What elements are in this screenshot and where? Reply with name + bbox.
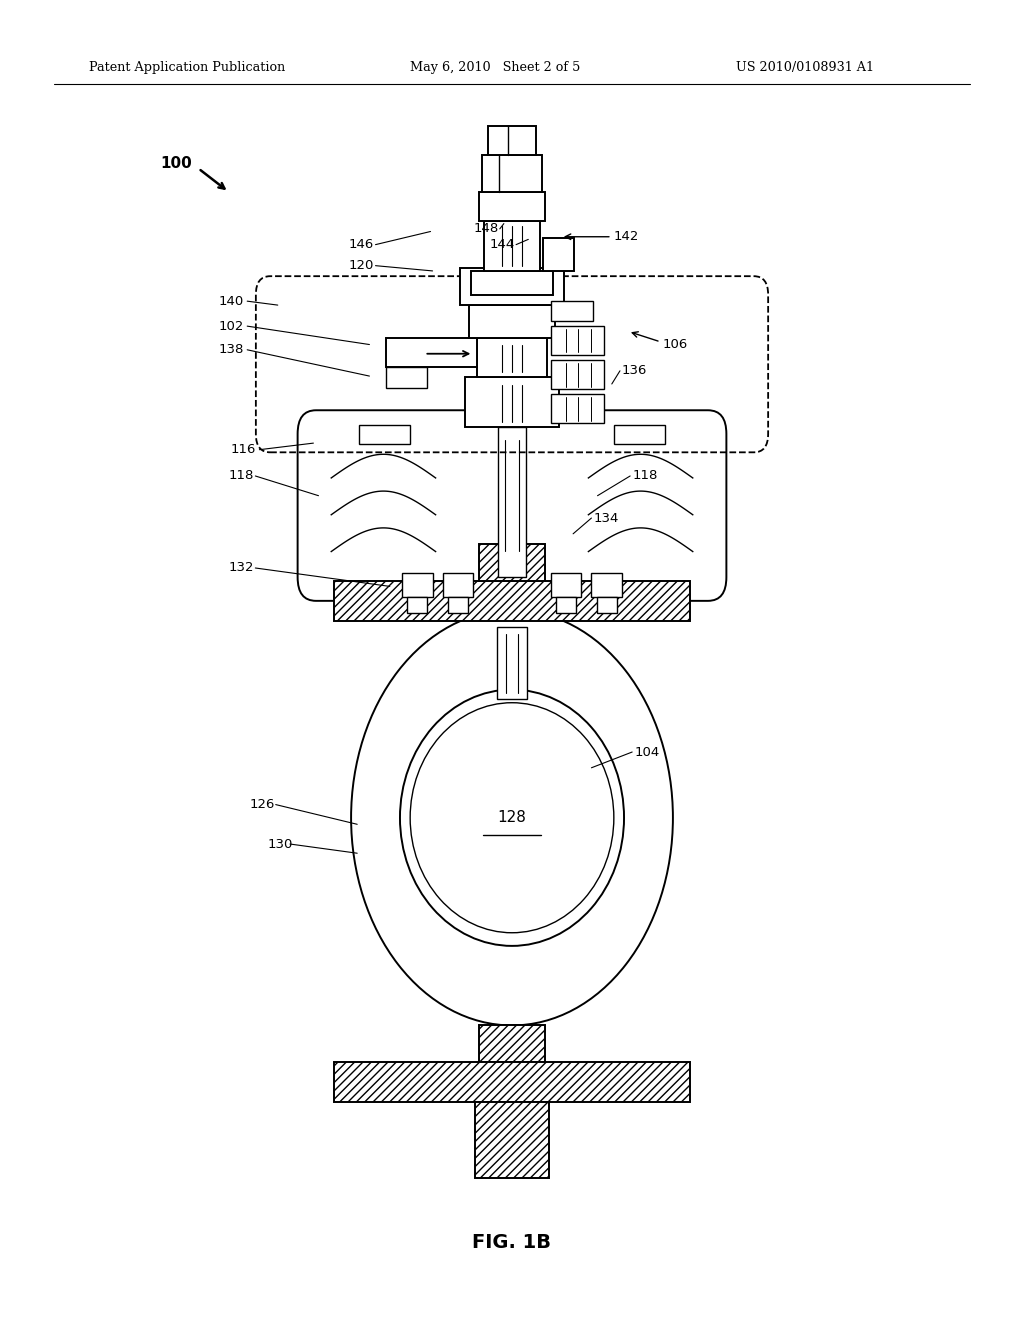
Text: 132: 132	[229, 561, 254, 574]
Text: 148: 148	[473, 222, 499, 235]
Text: Patent Application Publication: Patent Application Publication	[89, 61, 286, 74]
Text: 130: 130	[267, 837, 293, 850]
Bar	[477, 338, 547, 378]
Bar	[497, 627, 527, 700]
Bar	[487, 127, 537, 156]
Text: 138: 138	[219, 343, 244, 356]
Text: May 6, 2010   Sheet 2 of 5: May 6, 2010 Sheet 2 of 5	[411, 61, 581, 74]
Bar	[543, 238, 573, 271]
Bar	[442, 573, 473, 597]
Text: 106: 106	[663, 338, 688, 351]
Bar	[551, 301, 593, 321]
Bar	[597, 597, 616, 612]
Bar	[498, 428, 526, 577]
Text: 146: 146	[349, 238, 375, 251]
Bar	[551, 395, 604, 424]
Ellipse shape	[411, 702, 613, 933]
Bar	[334, 581, 690, 620]
Bar	[479, 1026, 545, 1063]
Bar	[465, 378, 559, 428]
Text: US 2010/0108931 A1: US 2010/0108931 A1	[736, 61, 874, 74]
Text: 116: 116	[230, 444, 256, 457]
Bar	[479, 544, 545, 581]
Bar	[482, 156, 542, 191]
Text: 126: 126	[249, 799, 274, 810]
Text: 100: 100	[161, 156, 193, 170]
Text: 102: 102	[219, 319, 244, 333]
Ellipse shape	[400, 689, 624, 946]
Bar	[479, 191, 545, 220]
Bar	[334, 1063, 690, 1102]
Text: 120: 120	[349, 259, 375, 272]
Bar	[402, 573, 432, 597]
Bar	[359, 425, 411, 445]
Bar	[475, 1102, 549, 1177]
Text: FIG. 1B: FIG. 1B	[472, 1233, 552, 1251]
Bar	[556, 597, 577, 612]
Bar	[551, 573, 582, 597]
Text: 144: 144	[489, 238, 515, 251]
Text: 118: 118	[229, 470, 254, 483]
Bar	[469, 305, 555, 338]
Text: 128: 128	[498, 810, 526, 825]
Bar	[386, 338, 477, 367]
Text: 118: 118	[632, 470, 657, 483]
Bar	[471, 271, 553, 294]
Bar	[551, 360, 604, 389]
Text: 142: 142	[613, 230, 639, 243]
Circle shape	[351, 610, 673, 1026]
FancyBboxPatch shape	[298, 411, 726, 601]
Bar	[386, 367, 427, 388]
Text: 140: 140	[219, 294, 244, 308]
Text: 104: 104	[634, 746, 659, 759]
Bar	[460, 268, 564, 305]
Bar	[592, 573, 622, 597]
Bar	[551, 326, 604, 355]
Bar	[447, 597, 468, 612]
Bar	[408, 597, 427, 612]
Text: 134: 134	[594, 512, 618, 524]
Bar	[484, 220, 540, 271]
Bar	[613, 425, 665, 445]
Text: 136: 136	[622, 364, 647, 378]
